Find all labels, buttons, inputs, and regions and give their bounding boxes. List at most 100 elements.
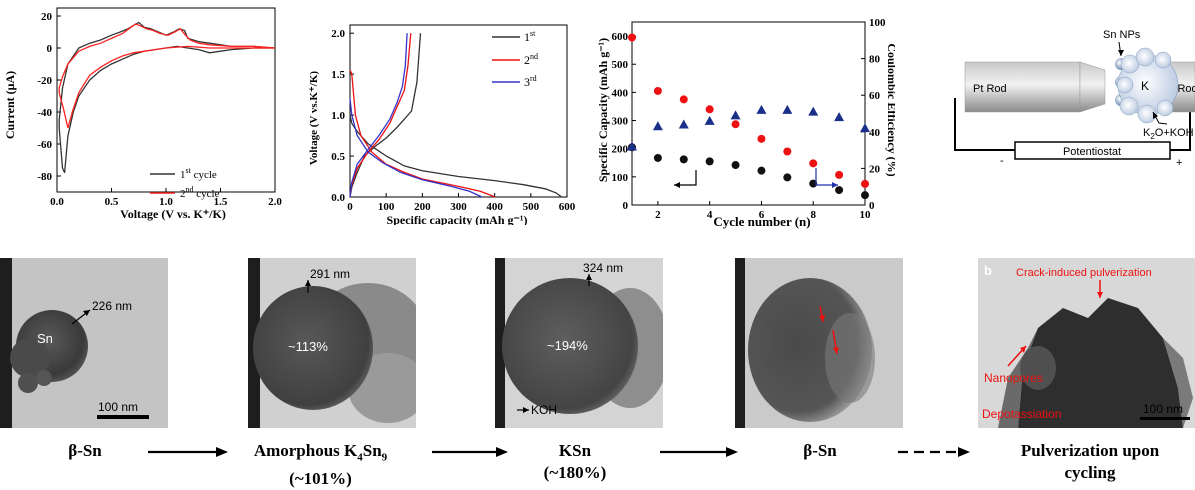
gcd-series-2-charge [349,33,412,198]
cycle-point-efficiency [782,104,793,114]
gcd-legend-first: 1st [524,29,536,44]
gcd-legend-third: 3rd [524,74,537,89]
cycle-point-efficiency [627,141,637,151]
cv-chart: 0.0 0.5 1.0 1.5 2.0 20 0 -20 -40 -60 -80 1st cycle… [3,7,282,221]
process-arrows [148,447,970,457]
cycle-point-efficiency [860,123,870,133]
tem-image-ksn: 324 nm ~194% KOH [495,258,663,428]
gcd-xtick-label: 600 [559,201,576,213]
cycle-ytick-right-label: 40 [869,127,881,139]
cv-xtick-label: 0.0 [50,196,64,208]
gcd-ytick-label: 1.0 [331,110,345,122]
cv-ytick-label: -60 [37,139,52,151]
minus-label: - [1000,155,1004,167]
gcd-xlabel: Specific capacity (mAh g⁻¹) [387,213,528,225]
cycle-ytick-right-label: 80 [869,54,881,66]
gcd-series-2-discharge [349,69,495,198]
cycle-ytick-right-label: 100 [869,17,886,29]
plot-frame [631,21,866,206]
caption-beta-sn-2: β-Sn [803,441,837,460]
cycle-ytick-right-label: 20 [869,163,881,175]
cycle-xlabel: Cycle number (n) [713,214,810,229]
cv-xtick-label: 1.0 [159,196,173,208]
cycle-point-charge [653,153,662,162]
charge-axis-arrow [674,170,697,186]
k4sn9-size-label: 291 nm [310,267,350,281]
cv-series-1 [58,21,276,174]
gcd-series-1-charge [349,33,422,198]
cv-xtick-label: 1.5 [214,196,228,208]
cycle-point-charge [783,173,792,182]
img5-scale-label: 100 nm [1143,402,1183,416]
img5-scale-bar [1140,417,1190,420]
gcd-ytick-label: 1.5 [331,69,345,81]
cycle-point-charge [679,155,688,164]
pt-rod-label: Pt Rod [973,83,1007,95]
cycle-point-efficiency [652,121,663,131]
cycle-ylabel-left: Specific Capacity (mAh g⁻¹) [596,38,610,182]
cycle-xtick-label: 6 [759,209,765,221]
caption-k4sn9: Amorphous K4Sn9 (~101%) [253,441,388,489]
gcd-ytick-label: 0.5 [331,151,345,163]
cycle-xtick-label: 10 [860,209,872,221]
efficiency-axis-arrow [815,168,838,186]
gcd-ylabel: Voltage (V vs.K⁺/K) [308,71,320,165]
cycle-ytick-left-label: 200 [612,144,629,156]
cycle-point-charge [705,157,714,166]
tem-image-k4sn9: 291 nm ~113% [248,258,416,428]
gcd-chart: 0 100 200 300 400 500 600 0.0 0.5 1.0 1.5 2.0 1st 2… [308,24,576,227]
caption-ksn: KSn (~180%) [543,441,607,482]
cv-series-2 [58,23,276,129]
cv-ytick-label: -20 [37,75,52,87]
cycle-point-discharge [757,134,766,143]
k2o-koh-label: K2O+KOH [1143,127,1194,141]
tem-image-beta-sn: Sn 226 nm 100 nm [0,258,168,428]
ksn-size-label: 324 nm [583,261,623,275]
cv-ytick-label: -40 [37,107,52,119]
cycle-point-discharge [731,120,740,129]
cycle-point-discharge [861,179,869,188]
cv-xtick-label: 2.0 [268,196,282,208]
cycle-xtick-label: 8 [810,209,816,221]
plus-label: + [1176,157,1182,169]
crack-label: Crack-induced pulverization [1016,267,1152,279]
cycle-point-efficiency [756,104,767,114]
cycle-point-charge [757,166,766,175]
cycle-xtick-label: 4 [707,209,713,221]
gcd-xtick-label: 0 [347,201,353,213]
gcd-series-3-charge [349,33,408,198]
potentiostat-box [1014,141,1171,160]
sn-nps-label: Sn NPs [1103,29,1141,41]
cycle-point-charge [835,186,844,195]
caption-beta-sn: β-Sn [68,441,102,460]
cycle-point-charge [809,179,818,188]
cv-legend-second: 2nd cycle [180,185,220,200]
cycle-ytick-left-label: 500 [612,59,629,71]
cycle-point-efficiency [678,119,689,129]
gcd-xtick-label: 400 [486,201,503,213]
cv-chart-panel: 0.0 0.5 1.0 1.5 2.0 20 0 -20 -40 -60 -80 1st cycle… [0,0,295,225]
cv-xlabel: Voltage (V vs. K⁺/K) [120,207,226,221]
tem-image-beta-sn-recovered [735,258,903,428]
k-label: K [1141,79,1149,93]
gcd-xtick-label: 100 [378,201,395,213]
sn-size-label: 226 nm [92,299,132,313]
img1-scale-bar [97,415,149,419]
cv-legend-first: 1st cycle [180,166,217,181]
img1-scale-label: 100 nm [98,400,138,414]
cycle-ytick-left-label: 100 [612,172,629,184]
cycle-ytick-right-label: 0 [869,200,875,212]
panel-b-label: b [984,263,992,278]
k4sn9-expansion-label: ~113% [288,339,328,354]
cycle-point-discharge [809,159,818,168]
cycle-point-charge [731,161,740,170]
cycle-point-charge [861,191,869,200]
gcd-xtick-label: 200 [414,201,431,213]
gcd-legend: 1st 2nd 3rd [492,29,538,89]
cycle-point-discharge [628,33,636,42]
ksn-expansion-label: ~194% [547,338,588,353]
gcd-series-3-discharge [349,98,483,198]
cycle-xtick-label: 2 [655,209,661,221]
gcd-chart-panel: 0 100 200 300 400 500 600 0.0 0.5 1.0 1.5 2.0 1st 2… [302,0,582,227]
